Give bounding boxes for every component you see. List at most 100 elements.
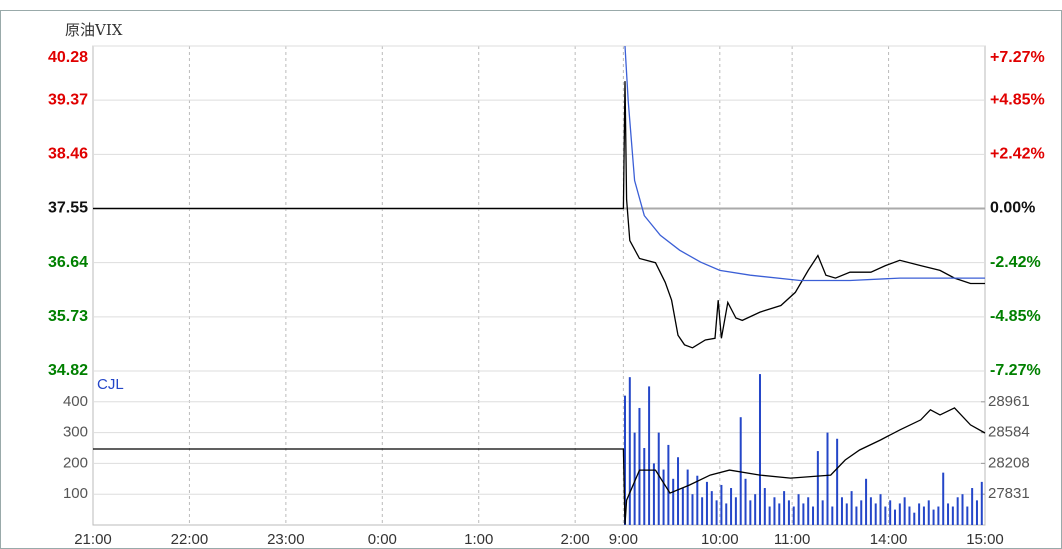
x-tick-label: 0:00: [368, 531, 397, 548]
series-line: [624, 45, 985, 282]
volume-bar: [715, 500, 718, 525]
series-line: [93, 81, 985, 349]
volume-bar: [744, 478, 747, 525]
y2-tick-label: 28961: [988, 393, 1030, 410]
volume-bar: [937, 506, 940, 525]
volume-bar: [831, 506, 834, 525]
volume-bar: [701, 497, 704, 525]
x-tick-label: 14:00: [870, 531, 908, 548]
volume-bar: [865, 478, 868, 525]
volume-bar: [648, 386, 651, 525]
volume-bar: [754, 494, 757, 525]
y2-tick-label: -2.42%: [990, 254, 1041, 271]
volume-bar: [942, 472, 945, 525]
volume-bar: [908, 506, 911, 525]
volume-bar: [720, 484, 723, 525]
y-tick-label: 40.28: [48, 49, 88, 66]
volume-bar: [836, 438, 839, 525]
y-tick-label: 36.64: [48, 254, 88, 271]
volume-bar: [855, 506, 858, 525]
x-tick-label: 1:00: [464, 531, 493, 548]
volume-bar: [874, 503, 877, 525]
volume-bar: [705, 481, 708, 525]
volume-bar: [734, 497, 737, 525]
y2-tick-label: +4.85%: [990, 91, 1045, 108]
volume-bar: [783, 491, 786, 525]
volume-bar: [918, 503, 921, 525]
volume-bar: [826, 432, 829, 525]
x-tick-label: 22:00: [171, 531, 209, 548]
volume-bar: [657, 432, 660, 525]
chart-title: 原油VIX: [65, 21, 123, 39]
y-tick-label: 34.82: [48, 362, 88, 379]
y2-tick-label: -4.85%: [990, 308, 1041, 325]
volume-bar: [893, 509, 896, 525]
volume-bar: [763, 488, 766, 525]
volume-bar: [903, 497, 906, 525]
volume-bar: [975, 500, 978, 525]
x-tick-label: 15:00: [966, 531, 1004, 548]
volume-bar: [927, 500, 930, 525]
x-tick-label: 11:00: [774, 531, 810, 548]
y2-tick-label: 28208: [988, 454, 1030, 471]
volume-bar: [749, 500, 752, 525]
volume-bar: [961, 494, 964, 525]
volume-bar: [662, 469, 665, 525]
volume-bar: [710, 491, 713, 525]
volume-bar: [667, 444, 670, 525]
volume-bar: [773, 497, 776, 525]
volume-bar: [792, 506, 795, 525]
volume-bar: [696, 475, 699, 525]
volume-bar: [971, 488, 974, 525]
volume-bar: [638, 407, 641, 525]
volume-bar: [840, 497, 843, 525]
y2-tick-label: +7.27%: [990, 49, 1045, 66]
volume-bar: [860, 500, 863, 525]
legend-label: CJL: [97, 376, 124, 393]
volume-bar: [802, 503, 805, 525]
volume-bar: [652, 463, 655, 525]
volume-bar: [672, 478, 675, 525]
volume-bar: [966, 506, 969, 525]
y-tick-label: 200: [63, 454, 88, 471]
volume-bar: [691, 494, 694, 525]
volume-bar: [623, 395, 626, 525]
volume-bar: [787, 500, 790, 525]
y2-tick-label: +2.42%: [990, 146, 1045, 163]
y-tick-label: 400: [63, 393, 88, 410]
y2-tick-label: -7.27%: [990, 362, 1041, 379]
volume-bar: [681, 488, 684, 525]
volume-bar: [643, 448, 646, 525]
volume-bar: [913, 512, 916, 525]
volume-bar: [768, 506, 771, 525]
y2-tick-label: 28584: [988, 424, 1030, 441]
volume-bar: [947, 503, 950, 525]
volume-bar: [725, 503, 728, 525]
y-tick-label: 39.37: [48, 91, 88, 108]
volume-bar: [889, 500, 892, 525]
volume-bar: [845, 503, 848, 525]
volume-bar: [677, 457, 680, 525]
frame: [0, 10, 1062, 549]
volume-bar: [951, 506, 954, 525]
volume-bar: [980, 481, 983, 525]
series-line: [93, 407, 986, 525]
volume-bar: [932, 509, 935, 525]
volume-bar: [821, 500, 824, 525]
volume-bar: [956, 497, 959, 525]
volume-bar: [812, 506, 815, 525]
volume-bar: [686, 469, 689, 525]
y2-tick-label: 0.00%: [990, 200, 1035, 217]
x-tick-label: 21:00: [74, 531, 112, 548]
volume-bar: [778, 503, 781, 525]
y2-tick-label: 27831: [988, 485, 1030, 502]
volume-bar: [758, 374, 761, 525]
y-tick-label: 37.55: [48, 200, 88, 217]
x-tick-label: 2:00: [561, 531, 590, 548]
volume-bar: [898, 503, 901, 525]
volume-bar: [807, 497, 810, 525]
volume-bar: [922, 506, 925, 525]
volume-bar: [797, 494, 800, 525]
y-tick-label: 300: [63, 424, 88, 441]
